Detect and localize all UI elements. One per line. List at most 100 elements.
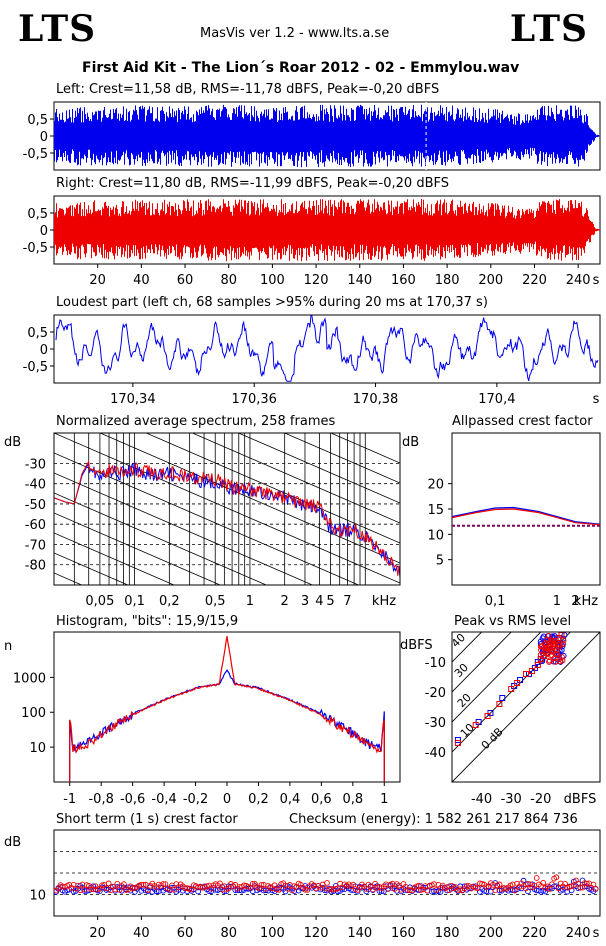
peakrms-point — [545, 632, 552, 639]
shortterm-point — [415, 882, 422, 889]
spectrum-xunit: kHz — [372, 594, 396, 609]
left-title: Left: Crest=11,58 dB, RMS=-11,78 dBFS, P… — [56, 82, 440, 97]
shortterm-point — [121, 881, 127, 887]
spectrum-slope — [191, 433, 400, 524]
peakrms-diagonal — [452, 632, 542, 723]
histogram-ytick-label: 1000 — [13, 671, 46, 686]
spectrum-ytick-label: -60 — [25, 518, 46, 533]
shortterm-point — [81, 886, 88, 893]
peakrms-point — [499, 695, 506, 701]
peakrms-point — [484, 713, 491, 719]
spectrum-ytick-label: -70 — [25, 538, 46, 553]
shortterm-point — [398, 886, 405, 893]
spectrum-ytick-label: -40 — [25, 478, 46, 493]
peakrms-point — [555, 644, 562, 651]
histogram-ylabel: n — [4, 639, 12, 654]
right-title: Right: Crest=11,80 dB, RMS=-11,99 dBFS, … — [56, 176, 449, 191]
peakrms-xtick-label: -20 — [530, 792, 551, 807]
peakrms-point — [472, 722, 479, 728]
shortterm-point — [140, 882, 147, 888]
shortterm-point — [204, 883, 210, 889]
shortterm-point — [546, 886, 553, 892]
peakrms-diagonal-label: 20 — [455, 691, 474, 710]
histogram-frame — [53, 631, 401, 783]
shortterm-point — [160, 881, 167, 887]
peakrms-xlabel: dBFS — [564, 792, 597, 807]
spectrum-slope — [54, 593, 400, 743]
spectrum-slope — [54, 613, 400, 763]
peakrms-title: Peak vs RMS level — [454, 614, 572, 629]
shortterm-point — [350, 881, 357, 888]
peakrms-point — [547, 645, 554, 652]
peakrms-point — [557, 658, 564, 665]
shortterm-point — [99, 882, 105, 889]
right-wave-xtick-label: 60 — [177, 273, 194, 288]
shortterm-point — [492, 887, 499, 894]
spectrum-slope — [54, 552, 129, 585]
shortterm-point — [123, 887, 129, 893]
spectrum-slope — [54, 512, 222, 585]
crest-xunit: kHz — [574, 594, 598, 609]
shortterm-point — [579, 884, 586, 891]
histogram-xtick-label: -0,6 — [120, 792, 145, 807]
shortterm-point — [553, 874, 560, 881]
shortterm-ylabel: dB — [4, 835, 21, 850]
peakrms-point — [496, 701, 503, 707]
histogram-xtick-label: -1 — [63, 792, 76, 807]
loudest-xunit: s — [593, 392, 600, 407]
peakrms-point — [546, 658, 553, 665]
crest-ytick-label: 5 — [436, 554, 444, 569]
shortterm-point — [258, 882, 265, 888]
spectrum-plot-area — [54, 433, 400, 763]
peakrms-point — [534, 662, 541, 668]
histogram-ytick-label: 100 — [21, 706, 46, 721]
crest-xtick-label: 2 — [571, 594, 579, 609]
shortterm-point — [584, 880, 590, 887]
right-wave-xtick-label: 220 — [522, 273, 547, 288]
shortterm-point — [525, 881, 531, 887]
shortterm-point — [186, 886, 193, 892]
spectrum-slope — [54, 492, 268, 585]
shortterm-point — [276, 886, 282, 893]
right-wave-xtick-label: 20 — [89, 273, 106, 288]
peakrms-point — [552, 651, 559, 658]
histogram-xtick-label: -0,8 — [88, 792, 113, 807]
peakrms-diagonal — [452, 632, 483, 663]
shortterm-point — [273, 886, 280, 893]
histogram-title: Histogram, "bits": 15,9/15,9 — [56, 614, 239, 629]
shortterm-point — [463, 883, 470, 889]
shortterm-point — [217, 880, 223, 887]
spectrum-slope — [54, 532, 175, 585]
shortterm-xtick-label: 220 — [522, 926, 547, 941]
shortterm-xtick-label: 40 — [133, 926, 150, 941]
histogram-xtick-label: 0,4 — [280, 792, 301, 807]
shortterm-point — [549, 881, 555, 888]
peakrms-point — [555, 652, 562, 659]
crest-ylabel: dB — [402, 435, 419, 450]
shortterm-point — [249, 881, 256, 887]
checksum: Checksum (energy): 1 582 261 217 864 736 — [289, 812, 578, 827]
logo-right: LTS — [509, 8, 588, 50]
left-wave-ytick-label: 0 — [40, 130, 48, 145]
file-title: First Aid Kit - The Lion´s Roar 2012 - 0… — [82, 60, 520, 76]
right-wave-xtick-label: 160 — [391, 273, 416, 288]
histogram-xtick-label: -0,4 — [151, 792, 176, 807]
spectrum-slope — [283, 433, 400, 484]
shortterm-point — [391, 886, 398, 892]
shortterm-point — [162, 881, 169, 887]
right-wave-xtick-label: 240 — [566, 273, 591, 288]
peakrms-diagonal-label: 0 dB — [479, 725, 506, 752]
spectrum-slope — [54, 452, 360, 585]
right-wave-signal — [54, 199, 600, 262]
shortterm-xtick-label: 240 — [566, 926, 591, 941]
spectrum-slope — [329, 433, 400, 464]
peakrms-ytick-label: -20 — [425, 686, 446, 701]
right-wave-xtick-label: 80 — [220, 273, 237, 288]
spectrum-ytick-label: -80 — [25, 559, 46, 574]
spectrum-ytick-label: -50 — [25, 498, 46, 513]
shortterm-point — [577, 884, 584, 891]
crest-ytick-label: 10 — [427, 528, 444, 543]
right-wave-xtick-label: 200 — [478, 273, 503, 288]
shortterm-xtick-label: 80 — [220, 926, 237, 941]
